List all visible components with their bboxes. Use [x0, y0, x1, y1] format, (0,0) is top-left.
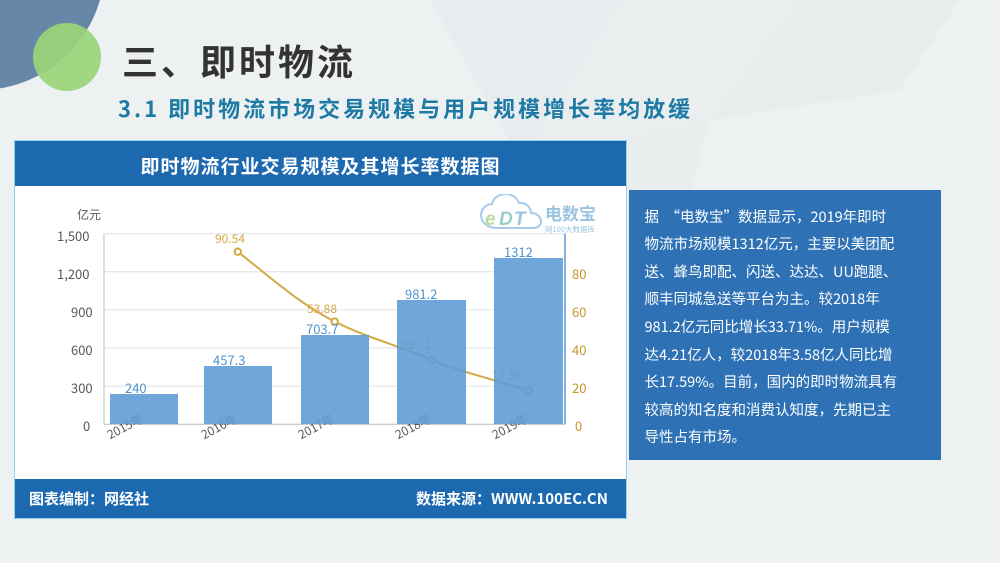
svg-text:D: D	[499, 209, 513, 230]
svg-text:T: T	[514, 209, 527, 230]
svg-text:网100大数据库: 网100大数据库	[545, 224, 595, 235]
svg-text:电数宝: 电数宝	[545, 200, 596, 225]
svg-text:e: e	[485, 209, 496, 230]
